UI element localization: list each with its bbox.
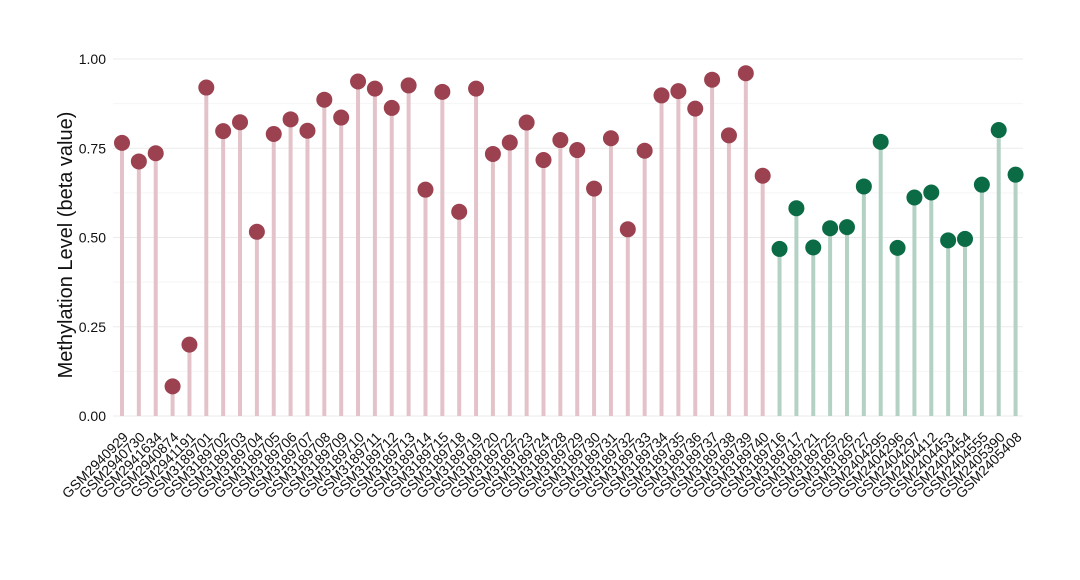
lollipop-point bbox=[350, 73, 367, 90]
lollipop-point bbox=[232, 114, 249, 131]
lollipop-point bbox=[215, 123, 232, 140]
lollipop-point bbox=[265, 125, 282, 142]
lollipop-point bbox=[720, 127, 737, 144]
lollipop-point bbox=[855, 178, 872, 195]
y-tick-label: 1.00 bbox=[79, 51, 106, 67]
lollipop-point bbox=[670, 83, 687, 100]
lollipop-point bbox=[535, 152, 552, 169]
lollipop-point bbox=[1007, 166, 1024, 183]
lollipop-point bbox=[687, 100, 704, 117]
lollipop-point bbox=[114, 134, 130, 151]
lollipop-point bbox=[872, 133, 889, 150]
stem-layer bbox=[120, 73, 1018, 416]
y-tick-label: 0.25 bbox=[79, 319, 106, 335]
lollipop-point bbox=[771, 240, 788, 257]
grid-layer bbox=[113, 58, 1023, 417]
lollipop-point bbox=[316, 91, 333, 108]
lollipop-point bbox=[484, 145, 501, 162]
lollipop-point bbox=[906, 189, 923, 206]
y-tick-label: 0.00 bbox=[79, 408, 106, 424]
lollipop-point bbox=[957, 230, 973, 247]
lollipop-point bbox=[434, 83, 451, 100]
lollipop-point bbox=[451, 203, 468, 220]
lollipop-point bbox=[299, 122, 316, 139]
lollipop-point bbox=[164, 378, 181, 395]
lollipop-point bbox=[248, 223, 265, 240]
lollipop-point bbox=[282, 111, 299, 128]
y-axis-title: Methylation Level (beta value) bbox=[55, 112, 77, 379]
lollipop-point bbox=[501, 134, 518, 151]
lollipop-point bbox=[602, 130, 619, 147]
y-tick-label: 0.75 bbox=[79, 140, 106, 156]
point-layer bbox=[114, 65, 1024, 395]
y-tick-label: 0.50 bbox=[79, 230, 106, 246]
lollipop-point bbox=[754, 167, 771, 184]
lollipop-point bbox=[383, 99, 400, 116]
lollipop-point bbox=[973, 176, 990, 193]
lollipop-point bbox=[889, 239, 906, 256]
lollipop-point bbox=[198, 79, 215, 96]
lollipop-point bbox=[518, 114, 535, 131]
lollipop-point bbox=[586, 180, 603, 197]
lollipop-point bbox=[838, 219, 855, 236]
lollipop-point bbox=[417, 181, 434, 198]
lollipop-point bbox=[181, 336, 198, 353]
lollipop-point bbox=[990, 122, 1007, 139]
lollipop-point bbox=[940, 232, 957, 249]
x-axis-ticks: GSM2940929GSM2940730GSM2941634GSM2940874… bbox=[59, 429, 1025, 502]
lollipop-point bbox=[366, 80, 383, 97]
lollipop-point bbox=[805, 239, 822, 256]
lollipop-point bbox=[653, 87, 670, 104]
lollipop-point bbox=[822, 220, 839, 237]
lollipop-point bbox=[737, 65, 754, 82]
lollipop-point bbox=[130, 153, 147, 170]
lollipop-point bbox=[569, 142, 586, 159]
lollipop-point bbox=[147, 145, 164, 162]
lollipop-point bbox=[400, 77, 417, 94]
lollipop-point bbox=[468, 80, 485, 97]
lollipop-point bbox=[333, 109, 350, 126]
lollipop-point bbox=[923, 184, 940, 201]
lollipop-point bbox=[619, 221, 636, 238]
lollipop-point bbox=[704, 71, 721, 88]
lollipop-point bbox=[788, 200, 805, 217]
lollipop-point bbox=[636, 142, 653, 159]
y-axis-ticks: 0.00 0.25 0.50 0.75 1.00 bbox=[79, 51, 106, 424]
lollipop-point bbox=[552, 132, 569, 149]
